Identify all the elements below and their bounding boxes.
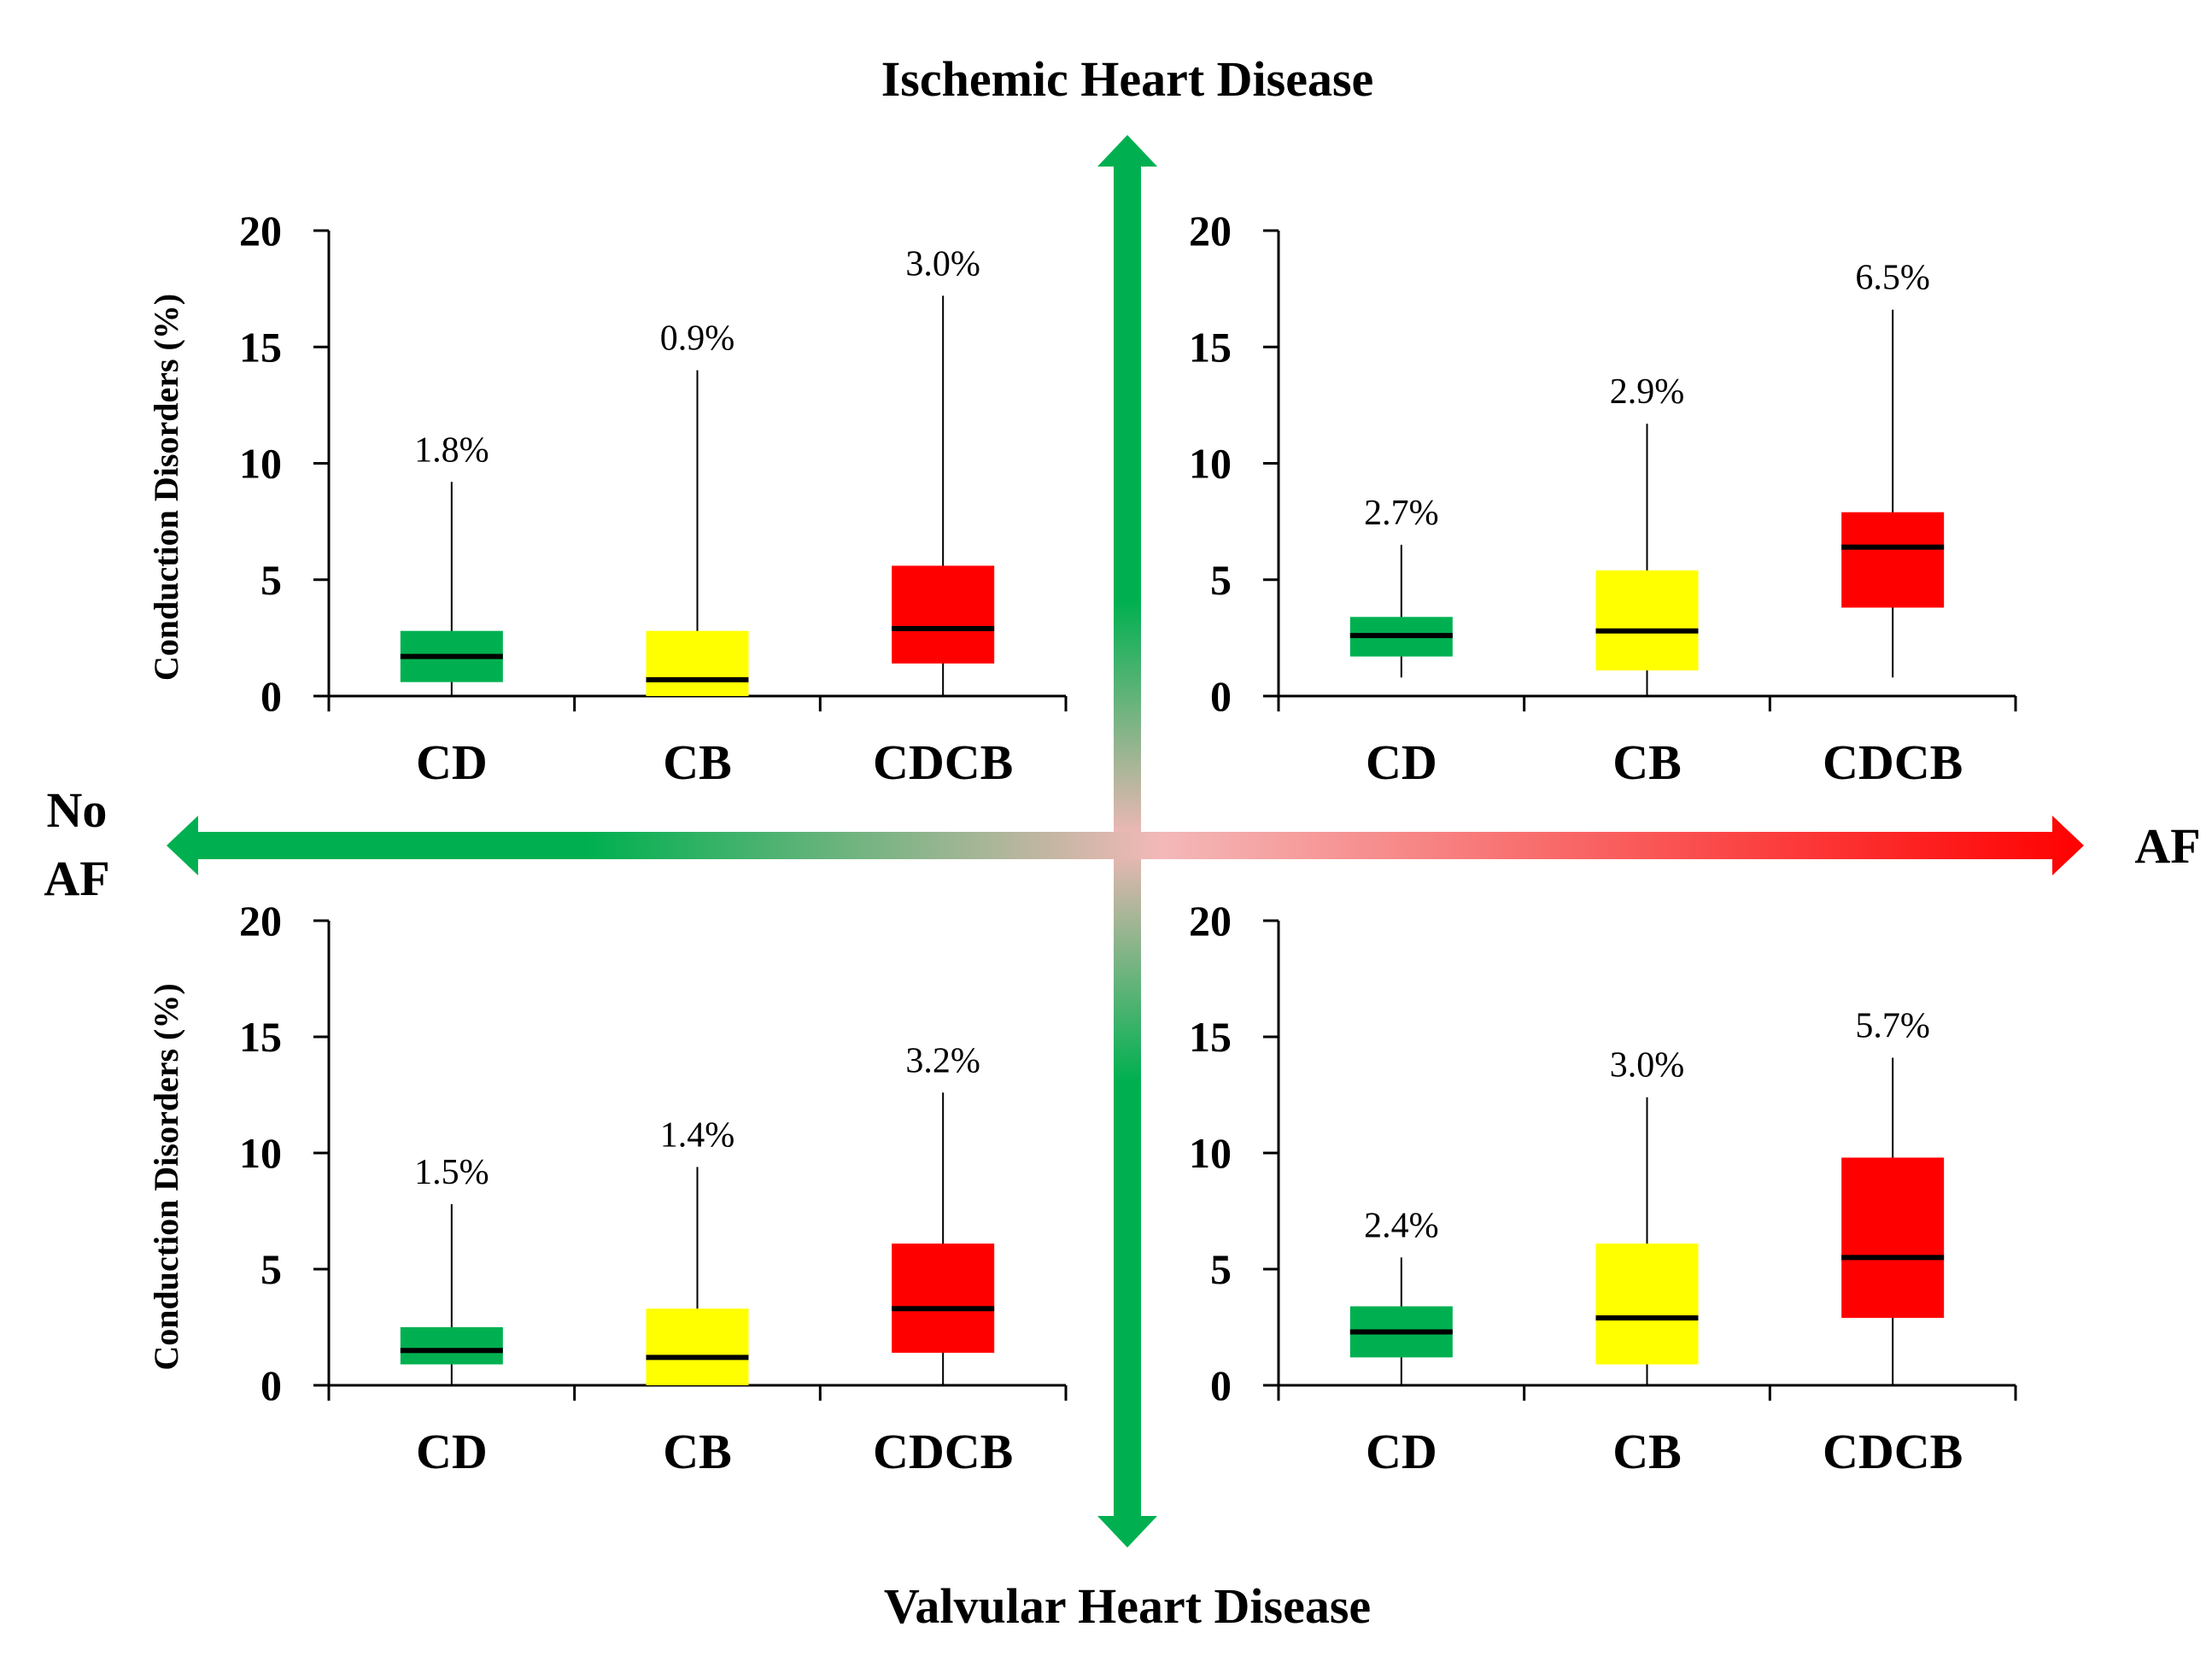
category-label-cd: CD xyxy=(416,1424,488,1479)
value-label-cdcb: 3.2% xyxy=(905,1041,980,1080)
box-cb xyxy=(1595,570,1699,671)
y-tick-label: 5 xyxy=(260,1245,282,1293)
label-af: AF xyxy=(2134,818,2200,874)
panel-bottom-left: 0 5 10 15 20 Conduction Disorders (%) 1.5% CD 1.… xyxy=(147,897,1068,1479)
box-cb xyxy=(646,1308,749,1385)
label-no-af-line2: AF xyxy=(44,851,109,906)
category-label-cdcb: CDCB xyxy=(873,734,1013,790)
box-cd xyxy=(400,1327,503,1365)
y-tick-label: 10 xyxy=(239,1129,282,1177)
y-tick-label: 20 xyxy=(239,207,282,255)
value-label-cdcb: 5.7% xyxy=(1855,1006,1930,1045)
y-tick-label: 5 xyxy=(1210,1245,1232,1293)
category-label-cb: CB xyxy=(1612,734,1682,790)
value-label-cd: 2.7% xyxy=(1364,494,1439,533)
value-label-cd: 2.4% xyxy=(1364,1206,1439,1245)
box-cdcb xyxy=(892,565,995,664)
y-tick-label: 20 xyxy=(1189,207,1232,255)
category-label-cb: CB xyxy=(663,1424,732,1479)
value-label-cb: 0.9% xyxy=(660,319,735,359)
value-label-cb: 3.0% xyxy=(1610,1046,1685,1086)
y-tick-label: 0 xyxy=(260,1361,282,1409)
y-tick-label: 15 xyxy=(239,1013,282,1061)
y-tick-label: 0 xyxy=(1210,1361,1232,1409)
box-cdcb xyxy=(1841,512,1945,608)
box-cb xyxy=(1595,1244,1699,1365)
y-axis-label: Conduction Disorders (%) xyxy=(147,294,185,681)
title-ischemic: Ischemic Heart Disease xyxy=(881,51,1374,107)
category-label-cdcb: CDCB xyxy=(1823,734,1963,790)
horizontal-arrow xyxy=(167,816,2084,875)
quadrant-arrows xyxy=(167,135,2084,1548)
panel-bottom-right: 0 5 10 15 20 2.4% CD 3.0% CB 5.7% CDCB xyxy=(1189,897,2017,1479)
box-cb xyxy=(646,630,749,696)
category-label-cdcb: CDCB xyxy=(873,1424,1013,1479)
y-axis-label: Conduction Disorders (%) xyxy=(147,983,185,1370)
box-cdcb xyxy=(892,1244,995,1353)
category-label-cdcb: CDCB xyxy=(1823,1424,1963,1479)
y-tick-label: 20 xyxy=(1189,897,1232,945)
y-tick-label: 5 xyxy=(1210,556,1232,604)
value-label-cd: 1.8% xyxy=(414,430,489,470)
value-label-cd: 1.5% xyxy=(414,1153,489,1192)
y-tick-label: 5 xyxy=(260,556,282,604)
panel-top-left: 0 5 10 15 20 Conduction Disorders (%) 1.8% CD 0.… xyxy=(147,207,1068,790)
category-label-cb: CB xyxy=(1612,1424,1682,1479)
box-cdcb xyxy=(1841,1157,1945,1319)
panel-top-right: 0 5 10 15 20 2.7% CD 2.9% CB 6.5% CDCB xyxy=(1189,207,2017,790)
category-label-cb: CB xyxy=(663,734,732,790)
value-label-cdcb: 3.0% xyxy=(905,244,980,284)
y-tick-label: 0 xyxy=(1210,672,1232,720)
y-tick-label: 15 xyxy=(239,323,282,371)
category-label-cd: CD xyxy=(1366,734,1437,790)
y-tick-label: 20 xyxy=(239,897,282,945)
title-valvular: Valvular Heart Disease xyxy=(884,1578,1371,1634)
y-tick-label: 15 xyxy=(1189,323,1232,371)
value-label-cb: 1.4% xyxy=(660,1115,735,1155)
label-no-af-line1: No xyxy=(47,782,108,838)
y-tick-label: 10 xyxy=(1189,440,1232,488)
y-tick-label: 10 xyxy=(1189,1129,1232,1177)
y-tick-label: 15 xyxy=(1189,1013,1232,1061)
y-tick-label: 0 xyxy=(260,672,282,720)
category-label-cd: CD xyxy=(416,734,488,790)
value-label-cdcb: 6.5% xyxy=(1855,259,1930,298)
category-label-cd: CD xyxy=(1366,1424,1437,1479)
value-label-cb: 2.9% xyxy=(1610,372,1685,412)
y-tick-label: 10 xyxy=(239,440,282,488)
